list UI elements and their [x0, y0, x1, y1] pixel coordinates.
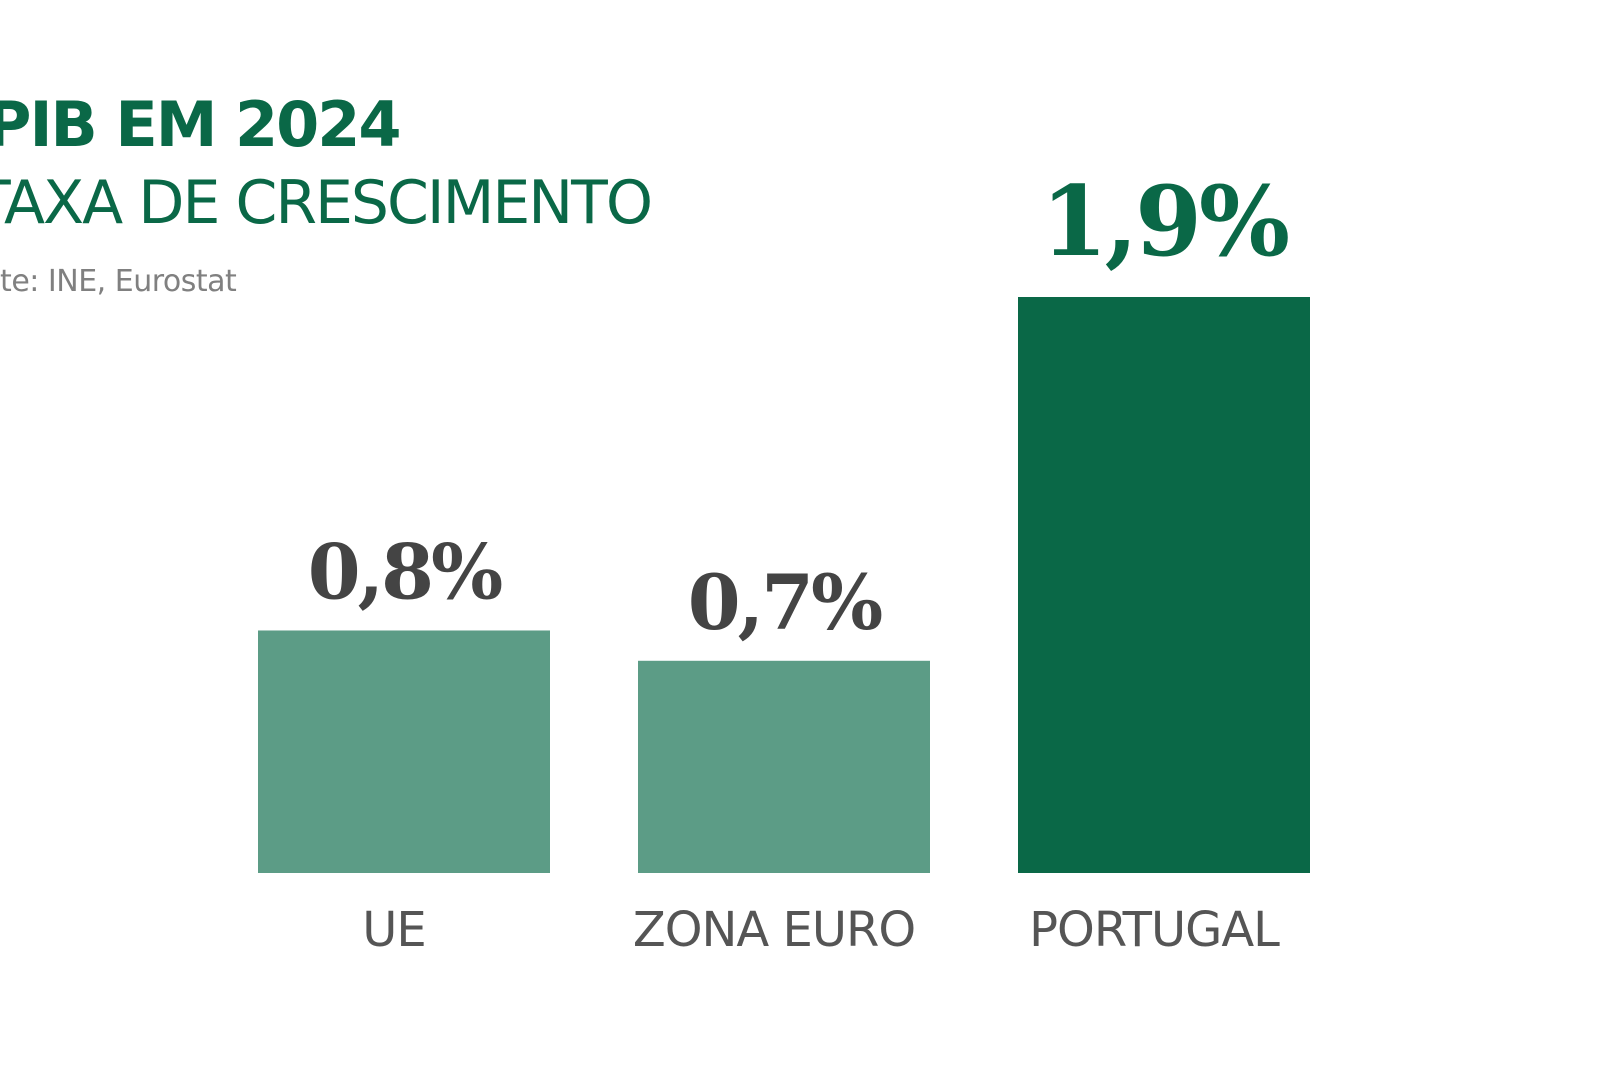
- bar-ue: [258, 630, 550, 873]
- category-label: UE: [362, 902, 425, 958]
- chart-subtitle: TAXA DE CRESCIMENTO: [0, 168, 653, 238]
- value-label: 0,8%: [308, 527, 502, 616]
- bar-portugal: [1018, 297, 1310, 873]
- chart-title: PIB EM 2024: [0, 88, 402, 161]
- chart-source: Fonte: INE, Eurostat: [0, 264, 237, 299]
- category-label: PORTUGAL: [1029, 902, 1280, 958]
- category-label: ZONA EURO: [633, 902, 915, 958]
- bar-zona-euro: [638, 660, 930, 873]
- value-label: 0,7%: [688, 558, 882, 647]
- value-label: 1,9%: [1041, 165, 1288, 278]
